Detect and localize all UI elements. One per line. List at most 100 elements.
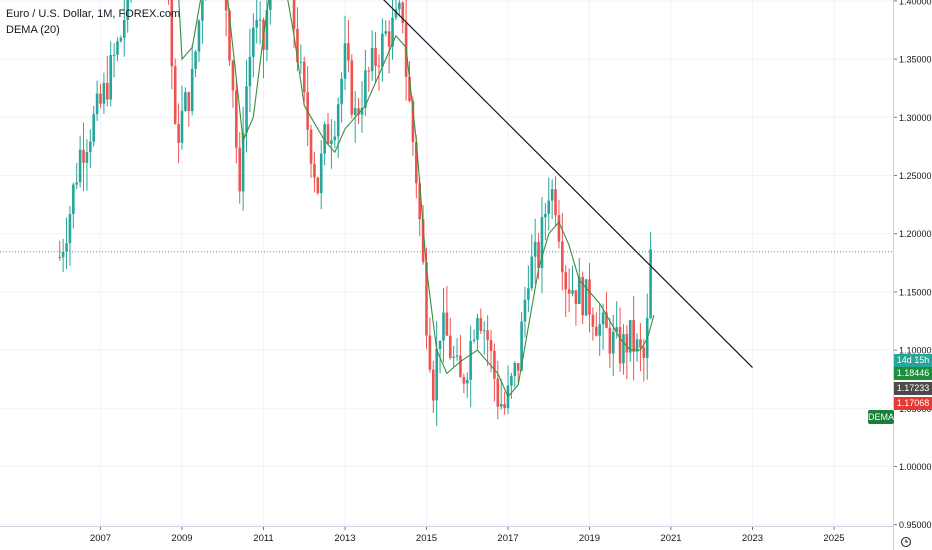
candle-body[interactable] [333, 136, 337, 141]
candle-body[interactable] [489, 340, 493, 351]
candle-body[interactable] [465, 379, 469, 384]
trendline[interactable] [151, 0, 753, 368]
candle-body[interactable] [323, 124, 326, 154]
candle-body[interactable] [248, 56, 252, 87]
candle-body[interactable] [557, 215, 561, 242]
candle-body[interactable] [540, 217, 544, 269]
candle-body[interactable] [503, 403, 506, 409]
candle-body[interactable] [581, 276, 585, 316]
descending-trendline[interactable] [151, 0, 753, 368]
candle-body[interactable] [550, 189, 554, 201]
candle-body[interactable] [479, 318, 483, 331]
candle-body[interactable] [377, 65, 381, 67]
candle-body[interactable] [571, 290, 574, 294]
candle-body[interactable] [537, 241, 540, 269]
candle-body[interactable] [350, 60, 354, 115]
candle-body[interactable] [482, 330, 486, 332]
candle-body[interactable] [224, 0, 228, 11]
candle-body[interactable] [516, 363, 520, 371]
candle-body[interactable] [476, 318, 479, 340]
candle-body[interactable] [316, 177, 320, 194]
candle-body[interactable] [513, 363, 517, 376]
candle-body[interactable] [415, 142, 418, 184]
candle-body[interactable] [89, 141, 92, 153]
candle-body[interactable] [105, 82, 109, 100]
candle-body[interactable] [567, 289, 571, 294]
candle-body[interactable] [649, 249, 652, 318]
candle-body[interactable] [252, 27, 255, 57]
candle-body[interactable] [85, 152, 89, 163]
candle-body[interactable] [605, 312, 608, 328]
candle-body[interactable] [493, 350, 496, 379]
candle-body[interactable] [411, 101, 415, 143]
candle-body[interactable] [336, 104, 340, 137]
candle-body[interactable] [625, 334, 629, 353]
candle-body[interactable] [401, 2, 405, 24]
candle-body[interactable] [126, 0, 129, 20]
candle-body[interactable] [611, 331, 615, 354]
candle-body[interactable] [448, 335, 452, 358]
candle-body[interactable] [578, 276, 581, 304]
candle-body[interactable] [486, 330, 489, 341]
candle-body[interactable] [75, 182, 79, 185]
candle-body[interactable] [469, 341, 472, 380]
candle-body[interactable] [65, 243, 68, 252]
candle-body[interactable] [628, 320, 632, 353]
candle-body[interactable] [180, 110, 184, 143]
candle-body[interactable] [238, 147, 242, 192]
candle-body[interactable] [241, 132, 245, 192]
candle-body[interactable] [347, 43, 350, 61]
candle-body[interactable] [187, 92, 191, 112]
candle-body[interactable] [197, 20, 201, 52]
candle-body[interactable] [72, 184, 75, 215]
candle-body[interactable] [547, 200, 551, 214]
candle-body[interactable] [601, 312, 605, 325]
candle-body[interactable] [92, 114, 96, 142]
clock-icon[interactable] [900, 536, 912, 548]
candle-body[interactable] [360, 107, 364, 115]
candle-body[interactable] [228, 10, 231, 61]
candle-body[interactable] [635, 339, 639, 352]
candle-body[interactable] [591, 314, 595, 327]
candle-body[interactable] [99, 93, 102, 104]
candle-body[interactable] [472, 339, 476, 342]
candle-body[interactable] [353, 108, 357, 115]
candle-body[interactable] [58, 256, 62, 258]
candle-body[interactable] [391, 17, 394, 47]
candle-body[interactable] [632, 320, 635, 352]
candle-body[interactable] [574, 290, 578, 304]
candle-body[interactable] [292, 0, 296, 29]
candle-body[interactable] [299, 61, 303, 63]
candle-body[interactable] [533, 241, 537, 257]
candle-body[interactable] [594, 326, 598, 336]
candle-body[interactable] [367, 70, 371, 72]
candle-body[interactable] [231, 60, 235, 91]
candle-body[interactable] [201, 0, 204, 21]
candle-body[interactable] [343, 43, 347, 79]
candle-body[interactable] [170, 0, 174, 67]
candle-body[interactable] [459, 355, 462, 378]
candle-body[interactable] [527, 288, 530, 300]
candle-body[interactable] [381, 33, 384, 67]
candle-body[interactable] [554, 189, 557, 216]
candle-body[interactable] [520, 321, 523, 371]
candle-body[interactable] [258, 19, 262, 21]
candle-body[interactable] [438, 340, 442, 349]
candle-body[interactable] [112, 54, 116, 56]
candle-body[interactable] [340, 78, 343, 105]
candle-body[interactable] [455, 355, 459, 357]
candle-body[interactable] [496, 378, 500, 407]
candle-body[interactable] [598, 324, 601, 336]
candle-body[interactable] [442, 312, 445, 341]
candle-body[interactable] [639, 339, 642, 348]
candle-body[interactable] [296, 28, 299, 63]
candle-body[interactable] [302, 61, 306, 93]
candle-body[interactable] [452, 356, 455, 358]
candle-body[interactable] [370, 48, 374, 72]
candle-body[interactable] [268, 0, 272, 10]
candle-body[interactable] [435, 348, 438, 401]
candle-body[interactable] [245, 86, 248, 133]
candle-body[interactable] [384, 31, 388, 34]
candle-body[interactable] [194, 51, 197, 69]
